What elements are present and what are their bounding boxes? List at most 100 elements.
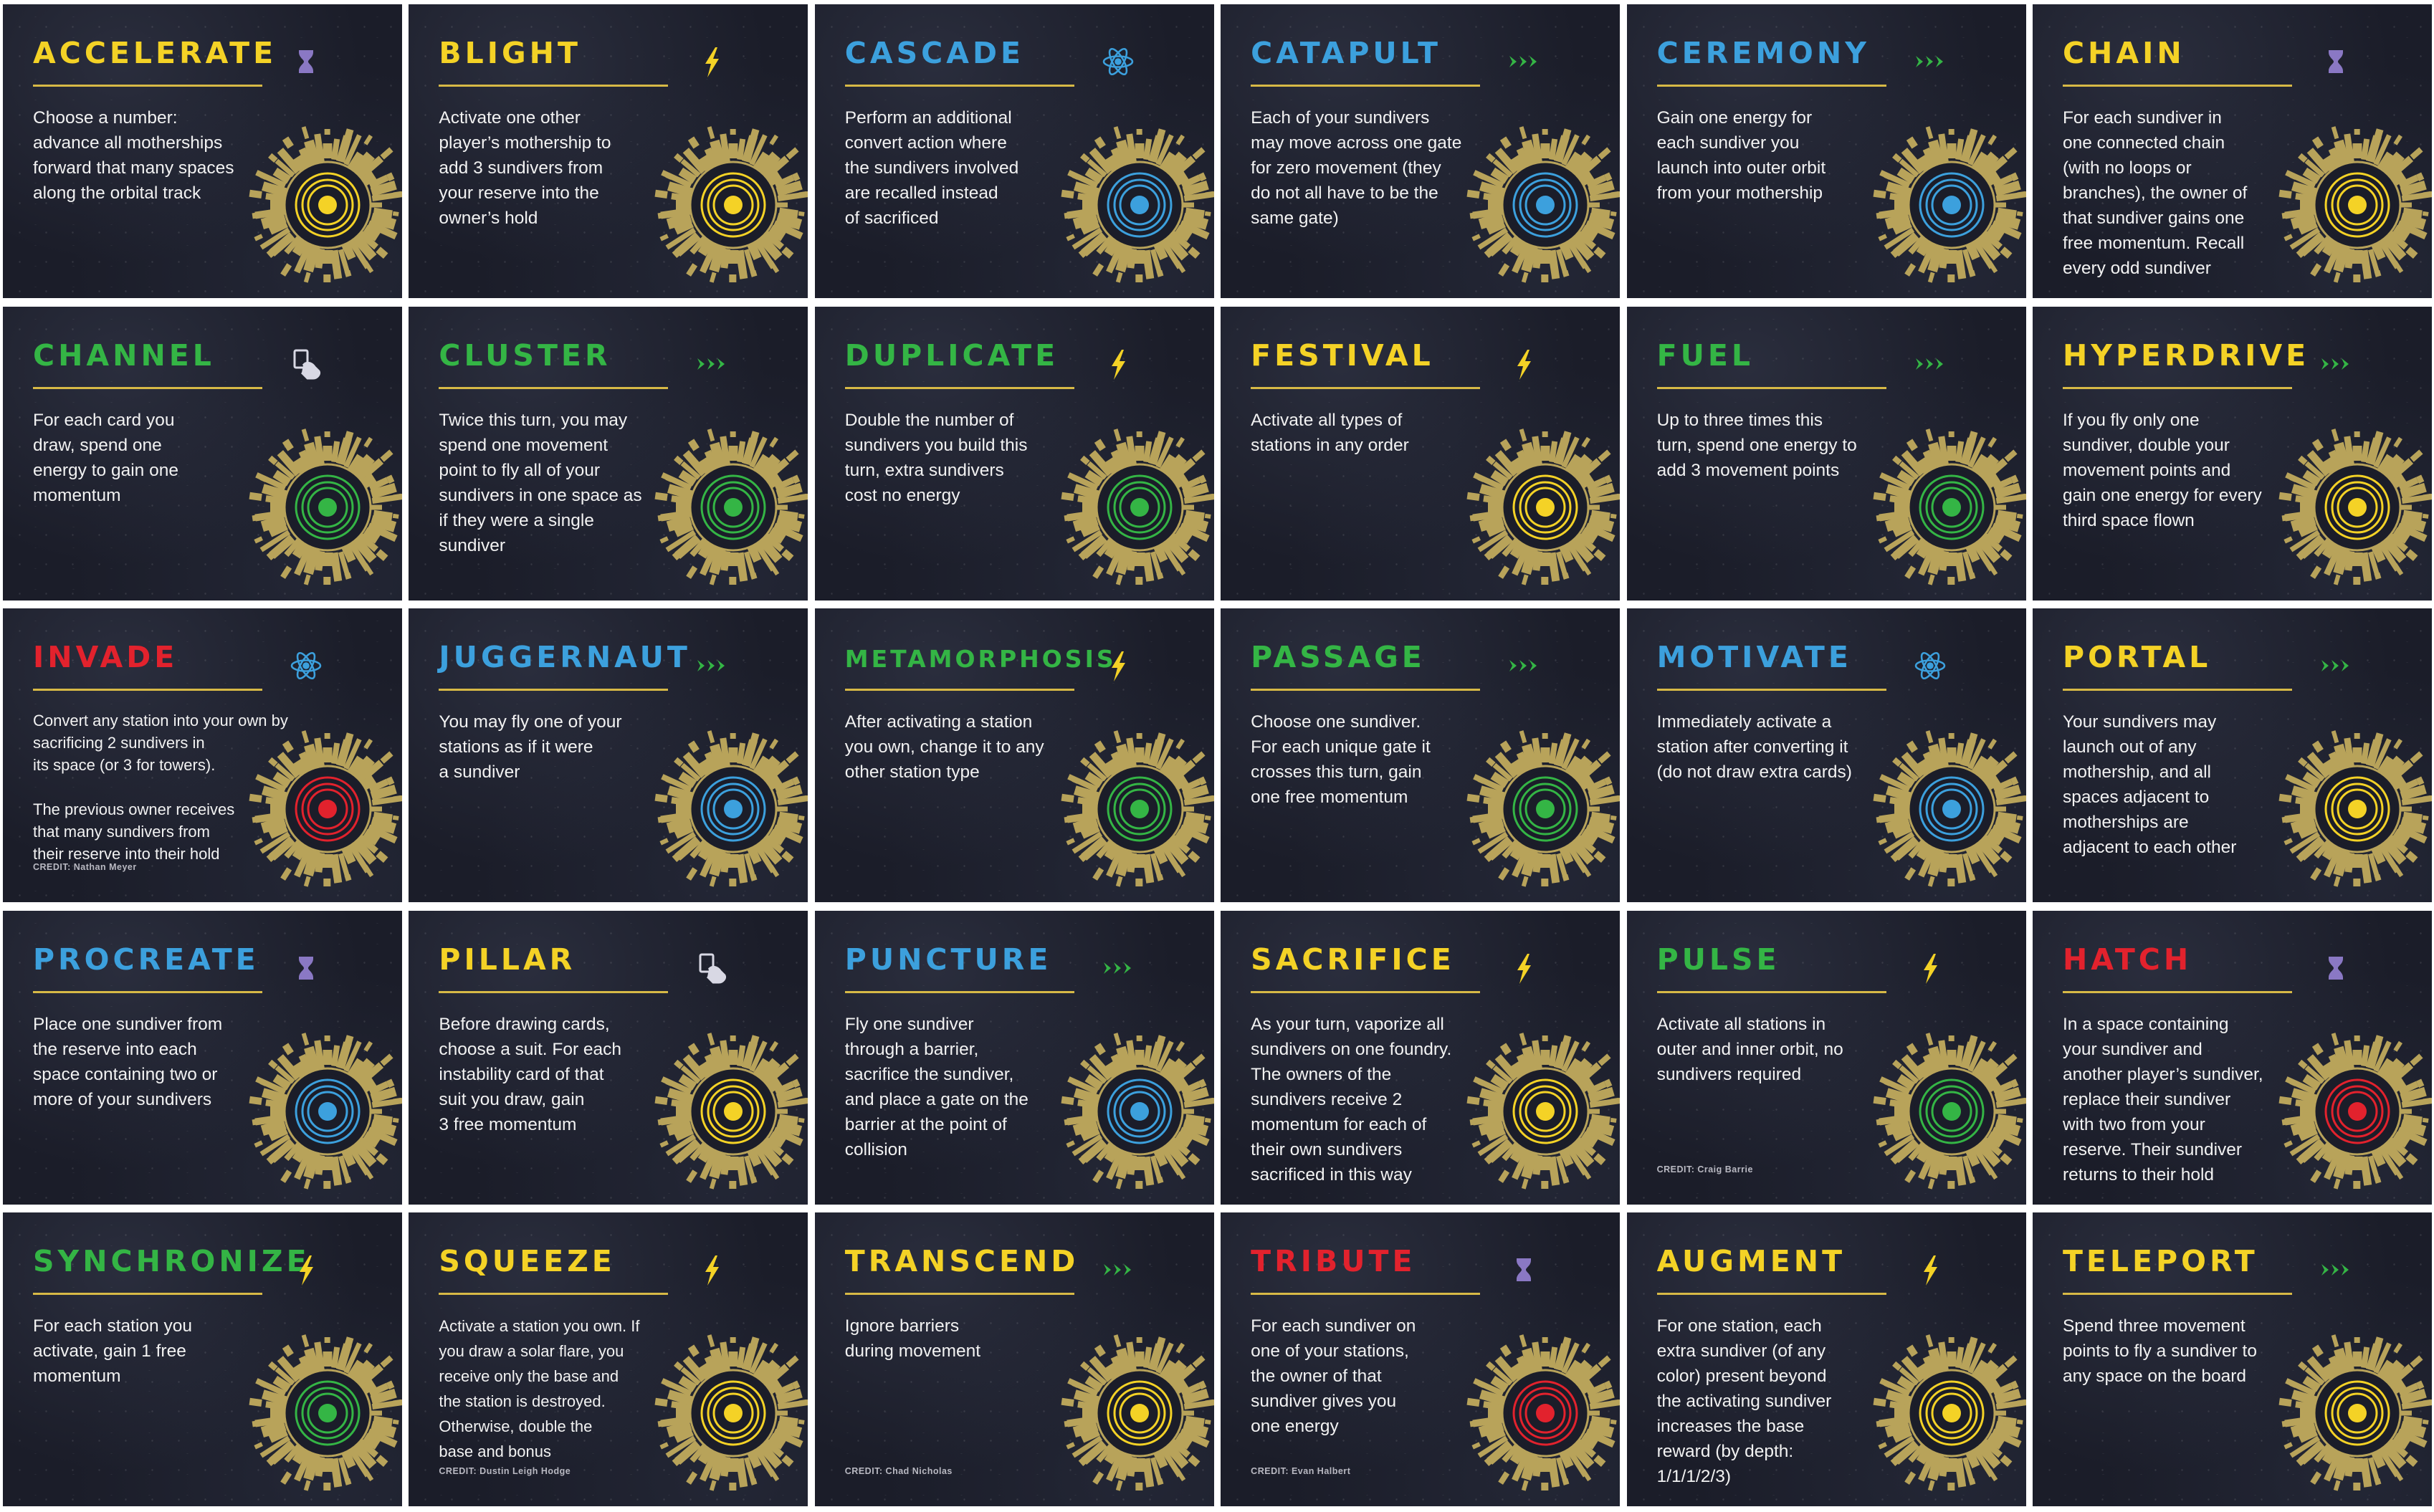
card-hatch[interactable]: HATCH In a space containing your sundive…: [2032, 910, 2432, 1205]
card-body-text: Activate all stations in outer and inner…: [1656, 1014, 1843, 1084]
card-passage[interactable]: PASSAGE Choose one sundiver. For each un…: [1221, 608, 1621, 902]
card-sacrifice[interactable]: SACRIFICE As your turn, vaporize all sun…: [1221, 910, 1621, 1205]
card-title: CHAIN: [2062, 36, 2185, 70]
card-title: SACRIFICE: [1251, 942, 1455, 977]
title-underline: [439, 85, 669, 87]
card-procreate[interactable]: PROCREATE Place one sundiver from the re…: [3, 910, 402, 1205]
card-squeeze[interactable]: SQUEEZE Activate a station you own. If y…: [409, 1212, 808, 1506]
card-transcend[interactable]: TRANSCEND Ignore barriers during movemen…: [814, 1212, 1214, 1506]
card-fuel[interactable]: FUEL Up to three times this turn, spend …: [1626, 306, 2026, 601]
title-underline: [844, 689, 1074, 691]
card-body-text: Place one sundiver from the reserve into…: [33, 1014, 223, 1109]
card-title: TELEPORT: [2062, 1244, 2258, 1278]
title-underline: [439, 689, 669, 691]
lightning-icon: [692, 42, 732, 82]
card-invade[interactable]: INVADE Convert any station into your own…: [3, 608, 402, 902]
hand-card-icon: [692, 948, 732, 988]
card-channel[interactable]: CHANNEL For each card you draw, spend on…: [3, 306, 402, 601]
title-underline: [439, 1293, 669, 1295]
card-metamorphosis[interactable]: METAMORPHOSIS After activating a station…: [814, 608, 1214, 902]
title-underline: [2062, 689, 2292, 691]
card-body-text: Spend three movement points to fly a sun…: [2062, 1316, 2257, 1386]
card-title: PROCREATE: [33, 942, 259, 977]
card-title: HYPERDRIVE: [2062, 338, 2310, 373]
card-title: CLUSTER: [439, 338, 611, 373]
station-emblem-icon: [1873, 1334, 2026, 1492]
card-body-text: After activating a station you own, chan…: [844, 712, 1044, 782]
card-title: METAMORPHOSIS: [844, 645, 1117, 673]
card-chain[interactable]: CHAIN For each sundiver in one connected…: [2032, 4, 2432, 298]
title-underline: [439, 386, 669, 389]
card-puncture[interactable]: PUNCTURE Fly one sundiver through a barr…: [814, 910, 1214, 1205]
card-title: CHANNEL: [33, 338, 215, 373]
title-underline: [844, 386, 1074, 389]
card-title: PILLAR: [439, 942, 576, 977]
card-festival[interactable]: FESTIVAL Activate all types of stations …: [1221, 306, 1621, 601]
station-emblem-icon: [249, 1032, 402, 1190]
atom-icon: [1098, 42, 1138, 82]
card-credit: CREDIT: Evan Halbert: [1251, 1466, 1351, 1476]
title-underline: [1656, 85, 1886, 87]
card-duplicate[interactable]: DUPLICATE Double the number of sundivers…: [814, 306, 1214, 601]
card-catapult[interactable]: CATAPULT Each of your sundivers may move…: [1221, 4, 1621, 298]
title-underline: [33, 1293, 262, 1295]
card-portal[interactable]: PORTAL Your sundivers may launch out of …: [2032, 608, 2432, 902]
card-accelerate[interactable]: ACCELERATE Choose a number: advance all …: [3, 4, 402, 298]
card-pulse[interactable]: PULSE Activate all stations in outer and…: [1626, 910, 2026, 1205]
card-title: CEREMONY: [1656, 36, 1870, 70]
title-underline: [1251, 386, 1481, 389]
lightning-icon: [1098, 646, 1138, 686]
station-emblem-icon: [1466, 1032, 1621, 1190]
station-emblem-icon: [1466, 428, 1621, 586]
card-title: FUEL: [1656, 338, 1754, 373]
card-credit: CREDIT: Nathan Meyer: [33, 862, 137, 872]
card-pillar[interactable]: PILLAR Before drawing cards, choose a su…: [409, 910, 808, 1205]
card-juggernaut[interactable]: JUGGERNAUT You may fly one of your stati…: [409, 608, 808, 902]
card-cascade[interactable]: CASCADE Perform an additional convert ac…: [814, 4, 1214, 298]
station-emblem-icon: [249, 428, 402, 586]
station-emblem-icon: [2278, 428, 2432, 586]
card-title: SQUEEZE: [439, 1244, 616, 1278]
card-motivate[interactable]: MOTIVATE Immediately activate a station …: [1626, 608, 2026, 902]
card-title: PUNCTURE: [844, 942, 1052, 977]
triple-chevron-icon: [2316, 344, 2356, 384]
card-ceremony[interactable]: CEREMONY Gain one energy for each sundiv…: [1626, 4, 2026, 298]
card-cluster[interactable]: CLUSTER Twice this turn, you may spend o…: [409, 306, 808, 601]
station-emblem-icon: [1873, 730, 2026, 888]
card-body-text: In a space containing your sundiver and …: [2062, 1014, 2263, 1185]
lightning-icon: [1504, 344, 1544, 384]
card-body-text: For each card you draw, spend one energy…: [33, 410, 178, 505]
card-teleport[interactable]: TELEPORT Spend three movement points to …: [2032, 1212, 2432, 1506]
triple-chevron-icon: [1098, 1250, 1138, 1290]
card-blight[interactable]: BLIGHT Activate one other player’s mothe…: [409, 4, 808, 298]
station-emblem-icon: [249, 126, 402, 284]
hourglass-icon: [286, 42, 326, 82]
card-title: MOTIVATE: [1656, 640, 1852, 674]
card-title: BLIGHT: [439, 36, 581, 70]
card-body-text: Activate all types of stations in any or…: [1251, 410, 1409, 455]
station-emblem-icon: [1873, 1032, 2026, 1190]
triple-chevron-icon: [2316, 1250, 2356, 1290]
triple-chevron-icon: [1910, 344, 1950, 384]
card-body-text: You may fly one of your stations as if i…: [439, 712, 622, 782]
station-emblem-icon: [249, 730, 402, 888]
card-body-text: Choose a number: advance all motherships…: [33, 108, 234, 203]
title-underline: [33, 386, 262, 389]
card-body-text: For each sundiver in one connected chain…: [2062, 108, 2248, 278]
card-title: PULSE: [1656, 942, 1780, 977]
card-tribute[interactable]: TRIBUTE For each sundiver on one of your…: [1221, 1212, 1621, 1506]
station-emblem-icon: [249, 1334, 402, 1492]
card-title: INVADE: [33, 640, 178, 674]
card-hyperdrive[interactable]: HYPERDRIVE If you fly only one sundiver,…: [2032, 306, 2432, 601]
atom-icon: [286, 646, 326, 686]
triple-chevron-icon: [692, 344, 732, 384]
card-title: CATAPULT: [1251, 36, 1441, 70]
title-underline: [2062, 1293, 2292, 1295]
atom-icon: [1910, 646, 1950, 686]
lightning-icon: [1910, 948, 1950, 988]
title-underline: [1251, 689, 1481, 691]
card-augment[interactable]: AUGMENT For one station, each extra sund…: [1626, 1212, 2026, 1506]
card-synchronize[interactable]: SYNCHRONIZE For each station you activat…: [3, 1212, 402, 1506]
title-underline: [1251, 85, 1481, 87]
title-underline: [2062, 990, 2292, 993]
